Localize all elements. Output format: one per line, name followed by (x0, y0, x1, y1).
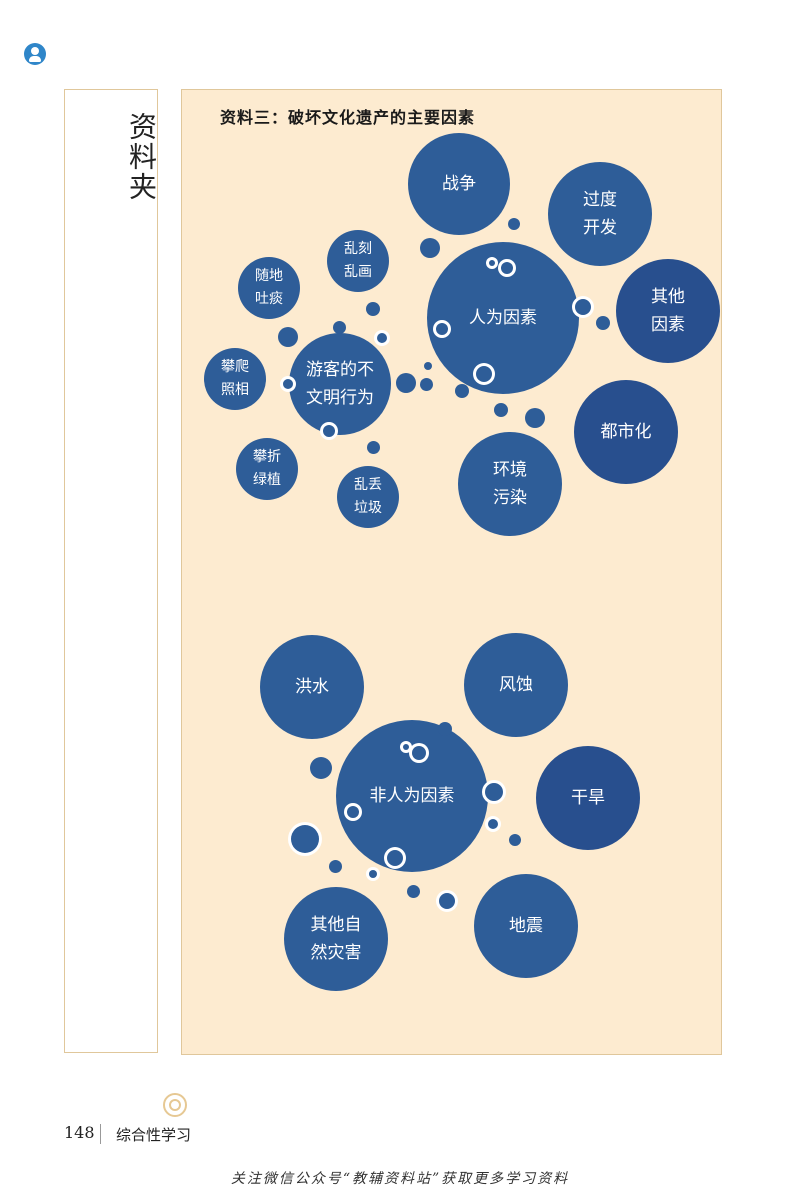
decor-dot (508, 218, 520, 230)
behavior-spitting: 随地 吐痰 (238, 257, 300, 319)
decor-ring-dot (400, 741, 412, 753)
watermark-text: 关注微信公众号“教辅资料站”获取更多学习资料 (230, 1171, 570, 1187)
decor-ring-dot (409, 743, 429, 763)
decor-ring-dot (433, 320, 451, 338)
decor-ring-dot (280, 376, 296, 392)
decor-dot (329, 860, 342, 873)
decor-dot (424, 362, 432, 370)
decor-dot (310, 757, 332, 779)
decor-ring-dot (288, 822, 322, 856)
decor-ring-dot (572, 296, 594, 318)
factor-drought: 干旱 (536, 746, 640, 850)
hub-tourist-behavior: 游客的不 文明行为 (289, 333, 391, 435)
footer-divider (100, 1124, 101, 1144)
factor-war: 战争 (408, 133, 510, 235)
factor-other: 其他 因素 (616, 259, 720, 363)
decor-ring-dot (436, 890, 458, 912)
decor-ring-dot (498, 259, 516, 277)
person-icon (24, 43, 46, 65)
side-panel-title: 资料夹 (125, 112, 158, 202)
decor-ring-dot (374, 330, 390, 346)
main-panel: 资料三：破坏文化遗产的主要因素 人为因素 战争 过度 开发 其他 因素 都市化 … (181, 89, 722, 1055)
behavior-littering: 乱丢 垃圾 (337, 466, 399, 528)
decor-dot (333, 321, 346, 334)
side-panel: 资料夹 (64, 89, 187, 1117)
factor-urbanization: 都市化 (574, 380, 678, 484)
behavior-climbing-photo: 攀爬 照相 (204, 348, 266, 410)
decor-ring-dot (482, 780, 506, 804)
decor-dot (596, 316, 610, 330)
factor-other-natural-disasters: 其他自 然灾害 (284, 887, 388, 991)
decor-dot (494, 403, 508, 417)
decor-dot (420, 238, 440, 258)
section-label: 综合性学习 (116, 1126, 192, 1144)
decor-dot (407, 885, 420, 898)
decor-ring-dot (485, 816, 501, 832)
decor-ring-dot (320, 422, 338, 440)
panel-heading: 资料三：破坏文化遗产的主要因素 (220, 108, 476, 127)
decor-ring-dot (384, 847, 406, 869)
ring-mark-icon (163, 1093, 187, 1117)
decor-dot (455, 384, 469, 398)
factor-wind-erosion: 风蚀 (464, 633, 568, 737)
decor-ring-dot (344, 803, 362, 821)
decor-dot (278, 327, 298, 347)
factor-overdevelopment: 过度 开发 (548, 162, 652, 266)
decor-dot (366, 302, 380, 316)
decor-dot (420, 378, 433, 391)
hub-natural-factors: 非人为因素 (336, 720, 488, 872)
factor-flood: 洪水 (260, 635, 364, 739)
decor-ring-dot (473, 363, 495, 385)
decor-dot (509, 834, 521, 846)
decor-ring-dot (486, 257, 498, 269)
factor-pollution: 环境 污染 (458, 432, 562, 536)
decor-ring-dot (366, 867, 380, 881)
behavior-picking-plants: 攀折 绿植 (236, 438, 298, 500)
decor-dot (438, 722, 452, 736)
factor-earthquake: 地震 (474, 874, 578, 978)
decor-dot (367, 441, 380, 454)
page-number: 148 (64, 1123, 95, 1142)
decor-dot (525, 408, 545, 428)
decor-dot (396, 373, 416, 393)
behavior-graffiti: 乱刻 乱画 (327, 230, 389, 292)
